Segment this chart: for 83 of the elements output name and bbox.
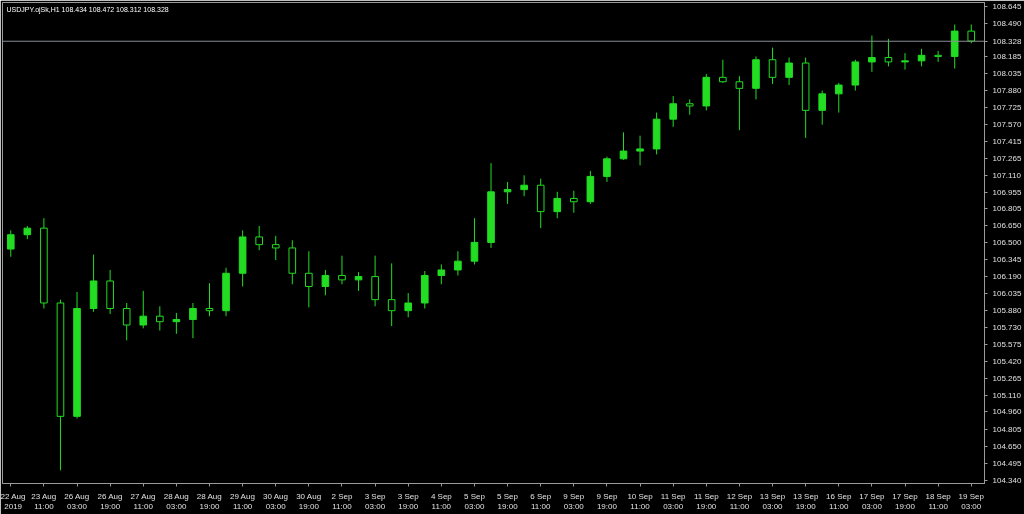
x-tick-label: 28 Aug 19:00 (196, 491, 222, 512)
x-tick-label: 4 Sep 11:00 (430, 491, 453, 512)
x-tick-label: 30 Aug 03:00 (263, 491, 288, 512)
x-tick-label: 5 Sep 03:00 (464, 491, 486, 512)
y-tick-label: 107.110 (992, 170, 1022, 180)
x-tick-label: 13 Sep 03:00 (759, 491, 786, 512)
x-tick-label: 28 Aug 03:00 (163, 491, 189, 512)
y-tick-label: 107.725 (992, 103, 1022, 113)
y-tick-label: 105.575 (992, 339, 1022, 349)
x-tick-label: 27 Aug 11:00 (130, 491, 156, 512)
candlestick (222, 267, 230, 317)
y-tick-label: 104.495 (992, 458, 1022, 468)
x-tick-label: 11 Sep 19:00 (693, 491, 720, 512)
x-tick-label: 3 Sep 19:00 (397, 491, 420, 512)
y-tick-label: 105.110 (992, 390, 1022, 400)
candlestick (719, 59, 727, 83)
candlestick (354, 271, 363, 292)
candlestick (636, 135, 644, 166)
x-tick-label: 12 Sep 11:00 (726, 491, 753, 512)
y-tick-label: 104.650 (992, 441, 1022, 451)
candlestick (487, 162, 495, 249)
x-tick-label: 16 Sep 11:00 (826, 491, 852, 512)
x-tick-label: 3 Sep 03:00 (364, 491, 387, 512)
candlestick (189, 302, 197, 339)
candlestick (752, 55, 760, 100)
x-tick-label: 11 Sep 03:00 (660, 491, 687, 512)
candlestick (305, 250, 313, 308)
x-tick-label: 9 Sep 19:00 (596, 491, 618, 512)
candlestick (371, 255, 379, 307)
y-tick-label: 108.185 (992, 52, 1022, 62)
y-tick-label: 105.420 (992, 356, 1022, 366)
x-tick-label: 10 Sep 11:00 (627, 491, 654, 512)
candlestick (106, 269, 114, 315)
y-tick-label: 106.035 (992, 289, 1022, 299)
x-tick-label: 17 Sep 03:00 (859, 491, 886, 512)
y-tick-label: 106.650 (992, 221, 1022, 231)
y-tick-label: 105.880 (992, 306, 1022, 316)
y-tick-label: 105.730 (992, 322, 1022, 332)
y-tick-label: 106.345 (992, 255, 1022, 265)
x-tick-label: 22 Aug 2019 (0, 491, 26, 512)
y-tick-label: 107.570 (992, 120, 1022, 130)
y-tick-label: 104.805 (992, 424, 1022, 434)
x-tick-label: 26 Aug 19:00 (97, 491, 123, 512)
y-tick-label: 108.035 (992, 68, 1022, 78)
x-tick-label: 13 Sep 19:00 (792, 491, 819, 512)
candlestick (934, 50, 942, 63)
candlestick (901, 52, 909, 71)
x-tick-label: 6 Sep 11:00 (530, 491, 552, 512)
x-tick-label: 26 Aug 03:00 (64, 491, 90, 512)
x-tick-label: 17 Sep 19:00 (892, 491, 919, 512)
candlestick (520, 174, 528, 197)
candlestick (619, 131, 628, 160)
x-tick-label: 5 Sep 19:00 (497, 491, 519, 512)
candlestick (89, 254, 98, 313)
y-tick-label: 106.190 (992, 272, 1022, 282)
candlestick (454, 250, 462, 276)
candlestick (338, 255, 346, 285)
y-tick-label: 106.805 (992, 204, 1022, 214)
candlestick (40, 217, 48, 309)
y-tick-label: 108.645 (992, 1, 1022, 11)
x-tick-label: 2 Sep 11:00 (331, 491, 353, 512)
x-tick-label: 29 Aug 11:00 (229, 491, 255, 512)
y-tick-label: 107.415 (992, 137, 1022, 147)
x-tick-label: 18 Sep 11:00 (925, 491, 952, 512)
y-tick-label: 107.265 (992, 153, 1022, 163)
candlestick (387, 262, 396, 327)
y-tick-label: 106.500 (992, 237, 1022, 247)
candlestick (868, 35, 876, 73)
candlestick (785, 57, 793, 86)
candlestick (156, 305, 164, 331)
y-tick-label: 104.960 (992, 407, 1022, 417)
x-tick-label: 9 Sep 03:00 (563, 491, 585, 512)
y-tick-label: 106.955 (992, 187, 1022, 197)
y-tick-label: 107.880 (992, 86, 1022, 96)
ref-line-label: 108.328 (992, 36, 1022, 46)
y-tick-label: 105.265 (992, 373, 1022, 383)
y-tick-label: 104.340 (992, 475, 1022, 485)
candlestick (73, 291, 81, 420)
y-tick-label: 108.490 (992, 18, 1022, 28)
x-tick-label: 30 Aug 19:00 (296, 491, 322, 512)
candlestick (603, 156, 611, 183)
x-tick-label: 23 Aug 11:00 (31, 491, 57, 512)
x-tick-label: 19 Sep 03:00 (958, 491, 985, 512)
